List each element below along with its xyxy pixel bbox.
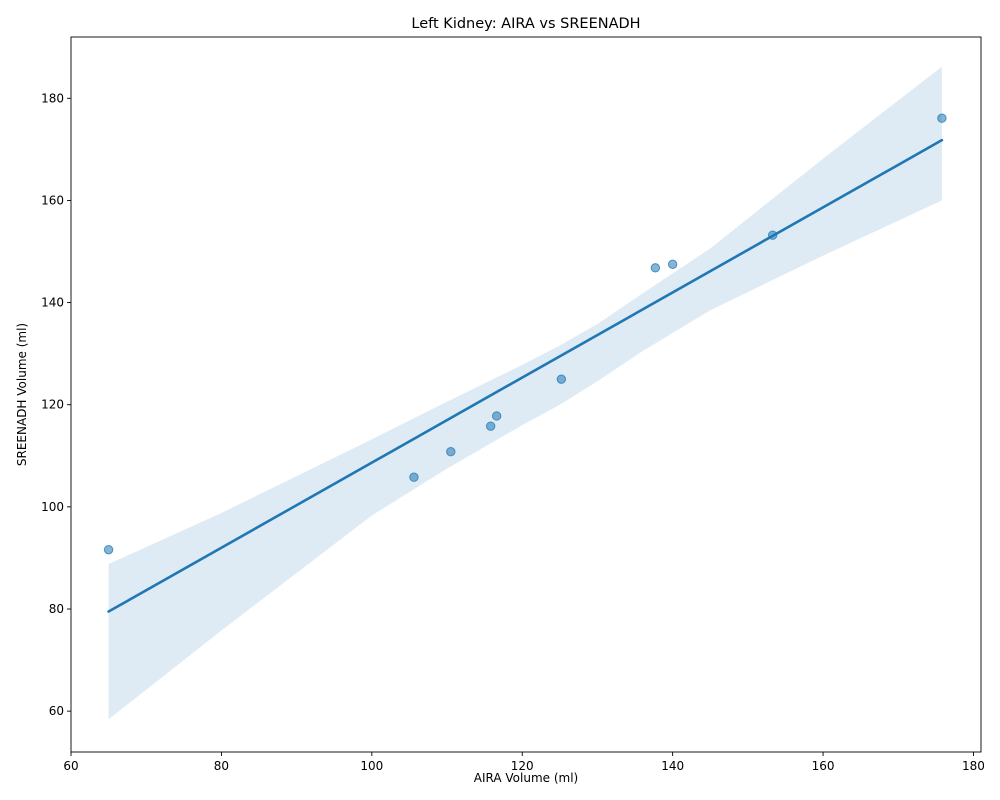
- data-point: [491, 411, 502, 421]
- y-tick-label: 140: [41, 296, 64, 310]
- y-tick-label: 100: [41, 500, 64, 514]
- chart-title: Left Kidney: AIRA vs SREENADH: [411, 16, 640, 32]
- data-point: [446, 447, 456, 457]
- confidence-band: [108, 66, 942, 720]
- confidence-band-layer: [108, 66, 942, 720]
- plot-area: [71, 37, 981, 752]
- x-tick-label: 120: [511, 759, 534, 773]
- x-tick-label: 100: [360, 759, 383, 773]
- data-point: [485, 421, 496, 431]
- data-point: [409, 472, 419, 482]
- regression-line: [107, 138, 944, 613]
- data-point: [767, 230, 778, 240]
- x-tick-label: 160: [812, 759, 835, 773]
- y-tick-label: 120: [41, 398, 64, 412]
- axes-layer: 60 80 100 120 140 160 180 60 80 100 120 140 160 180: [41, 36, 985, 773]
- y-tick-label: 180: [41, 91, 64, 105]
- y-tick-label: 160: [41, 193, 64, 207]
- regression-line-layer: [107, 138, 944, 613]
- x-tick-label: 180: [962, 759, 985, 773]
- y-tick-label: 60: [49, 704, 64, 718]
- data-points-layer: [103, 113, 947, 555]
- data-point: [667, 259, 678, 269]
- y-tick-label: 80: [49, 602, 64, 616]
- data-point: [937, 113, 947, 123]
- data-point: [556, 374, 567, 384]
- x-tick-label: 60: [63, 759, 78, 773]
- data-point: [650, 263, 661, 273]
- x-tick-label: 140: [661, 759, 684, 773]
- x-axis-label: AIRA Volume (ml): [474, 771, 578, 785]
- axes-frame: [70, 36, 982, 753]
- y-axis-label: SREENADH Volume (ml): [15, 323, 29, 466]
- x-tick-label: 80: [214, 759, 229, 773]
- data-point: [103, 545, 114, 555]
